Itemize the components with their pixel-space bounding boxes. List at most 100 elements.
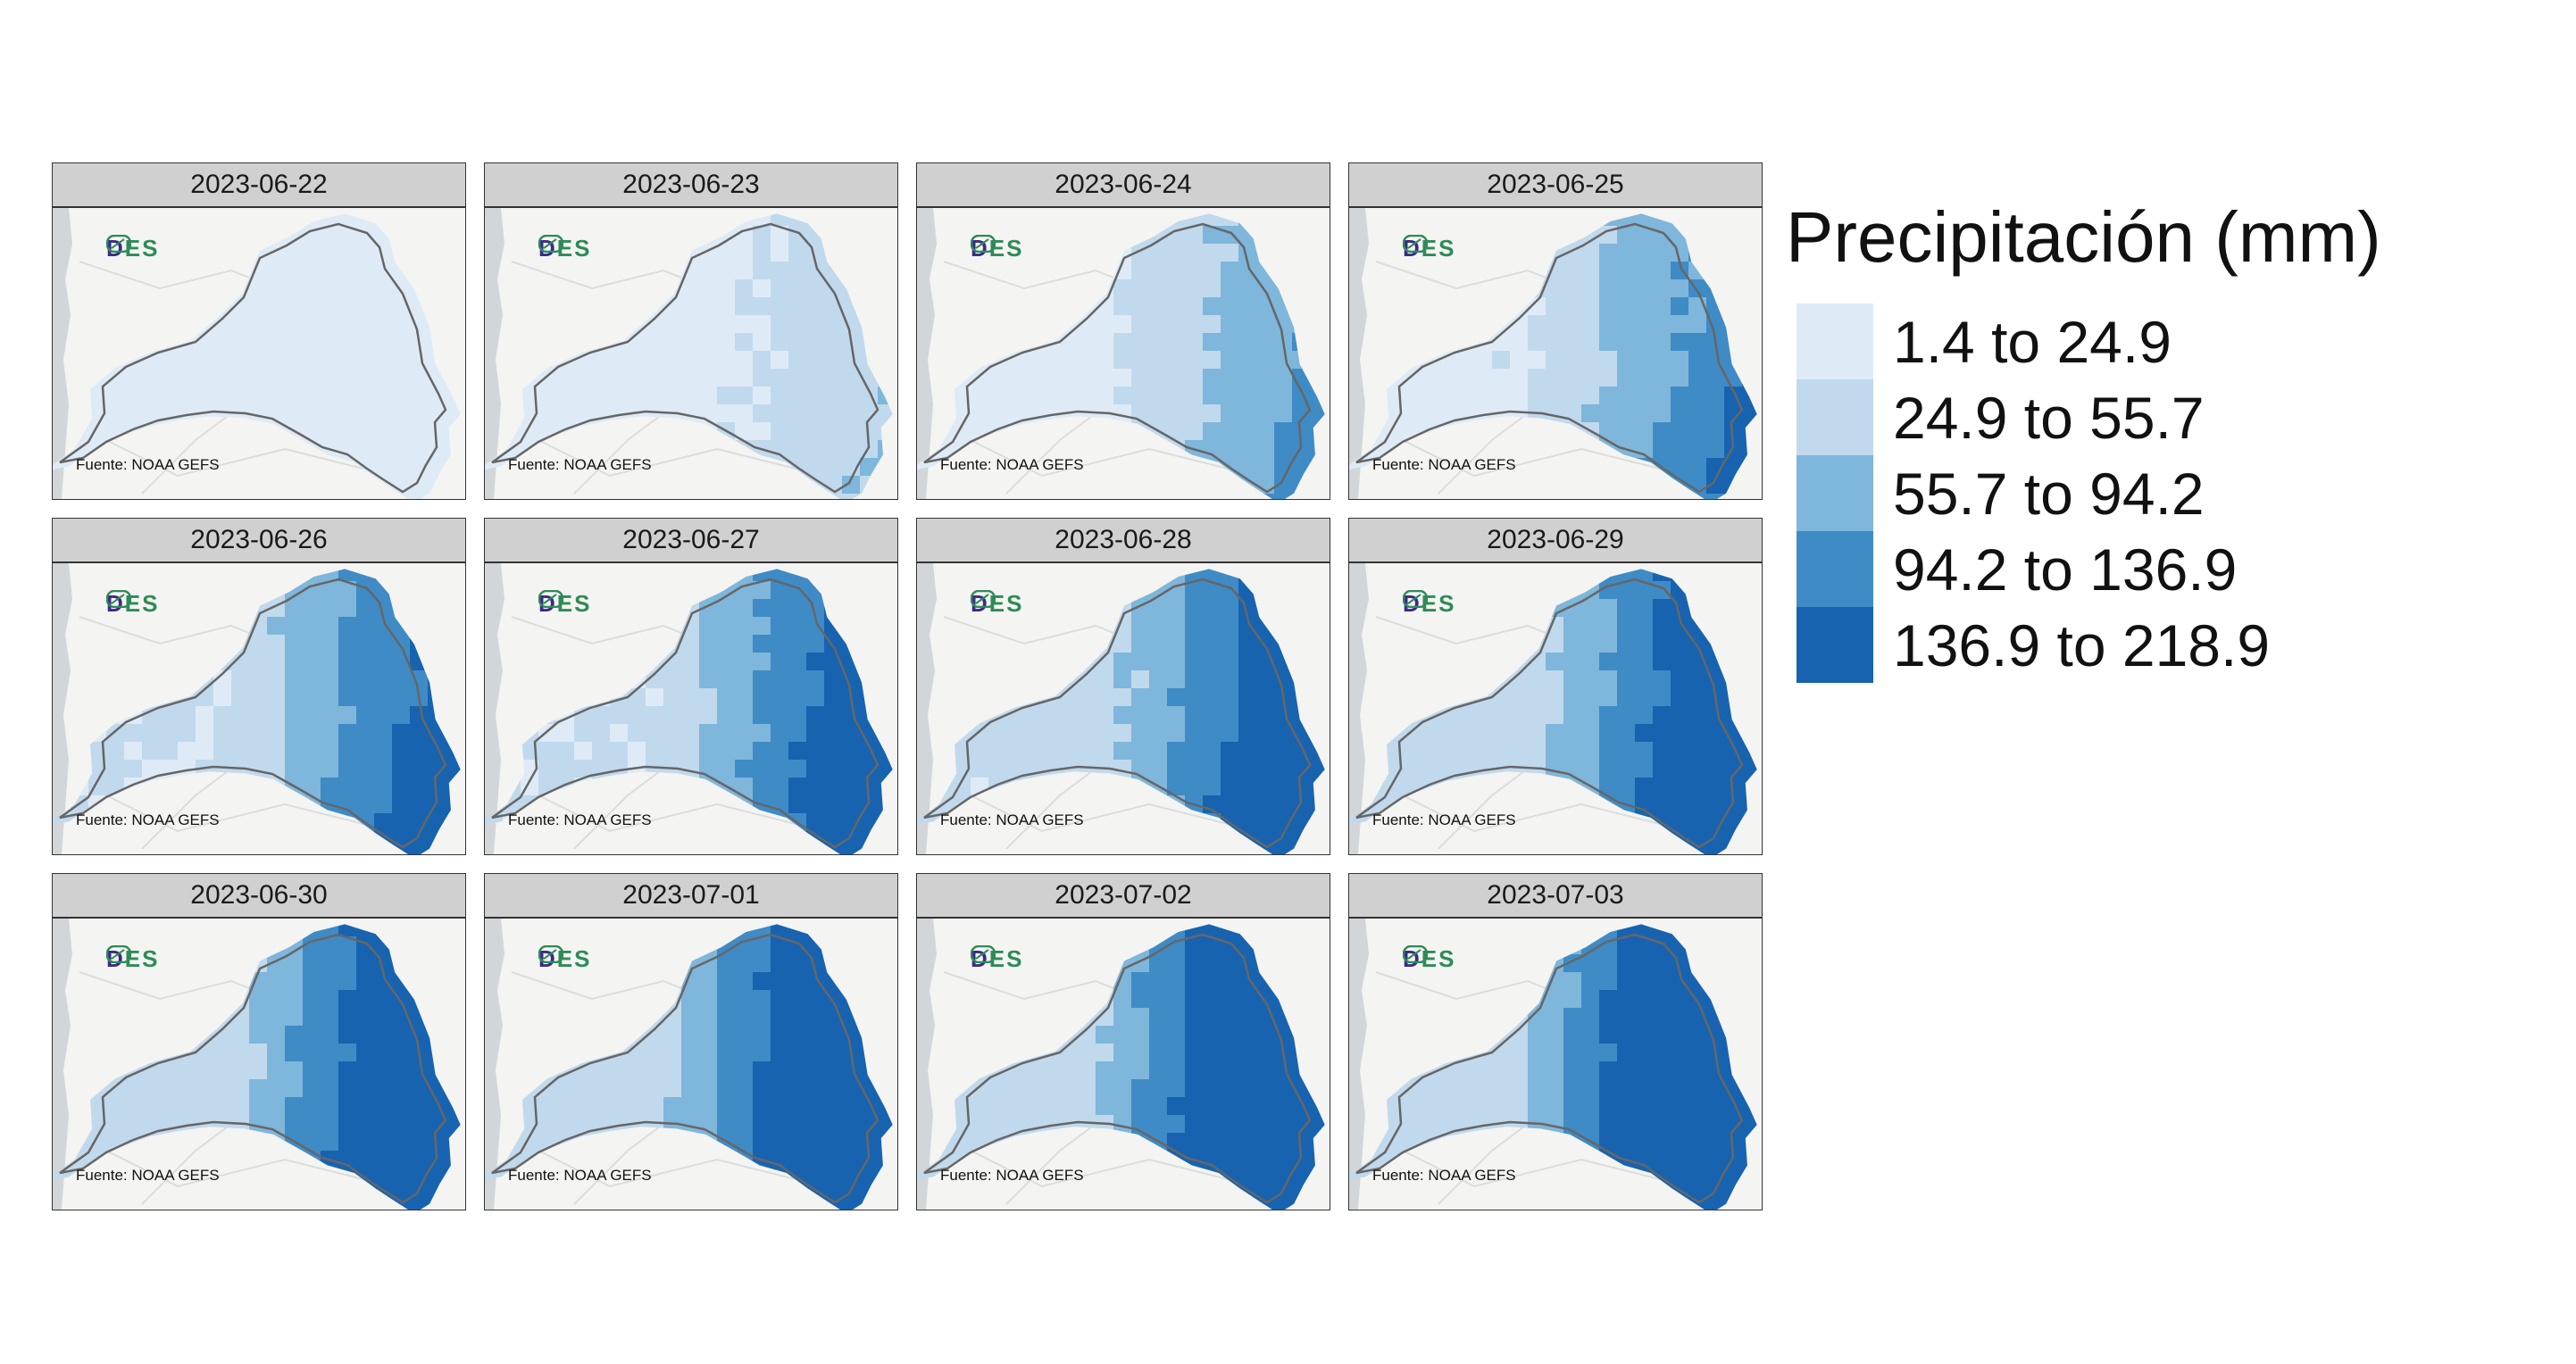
precip-cell [1581,599,1599,617]
precip-cell [806,422,824,440]
precip-cell [1042,724,1060,742]
precip-cell [142,494,160,499]
precip-cell [410,1097,428,1115]
precip-cell [1438,387,1456,404]
precip-cell [574,1026,592,1044]
precip-cell [521,1008,538,1026]
precip-cell [1185,244,1203,262]
precip-cell [267,1061,285,1079]
precip-cell [463,1097,465,1115]
precip-cell [1581,954,1599,972]
precip-cell [1292,262,1310,279]
precip-cell [663,1061,681,1079]
precip-cell [521,387,538,404]
precip-cell [824,617,842,635]
precip-cell [646,1204,663,1210]
precip-cell [1599,1133,1617,1151]
precip-cell [1510,670,1528,688]
precip-cell [1310,262,1325,279]
precip-cell [356,724,374,742]
precip-cell [231,1079,249,1097]
precip-cell [1546,706,1563,724]
precip-cell [663,742,681,760]
precip-cell [953,569,971,581]
precip-cell [356,1133,374,1151]
precip-cell [503,213,521,226]
precip-cell [1706,244,1724,262]
precip-cell [753,213,771,226]
precip-cell [1096,1061,1113,1079]
precip-cell [106,795,124,813]
precip-cell [1221,742,1238,760]
precip-cell [788,569,806,581]
precip-cell [1385,849,1403,854]
precip-cell [428,617,446,635]
precip-cell [106,569,124,581]
precip-cell [1421,795,1438,813]
precip-cell [1653,213,1671,226]
precip-cell [699,1097,717,1115]
precip-cell [106,831,124,849]
precip-cell [1006,333,1024,351]
precip-cell [1131,706,1149,724]
precip-cell [213,1151,231,1169]
precip-cell [160,1097,178,1115]
precip-cell [953,297,971,315]
precip-cell [249,476,267,494]
precip-cell [1724,831,1742,849]
precip-cell [771,297,788,315]
precip-cell [1185,936,1203,954]
precip-cell [231,476,249,494]
precip-cell [1581,742,1599,760]
precip-cell [213,1204,231,1210]
precip-cell [1078,279,1096,297]
precip-cell [1131,936,1149,954]
precip-cell [124,670,142,688]
precip-cell [1688,315,1706,333]
precip-cell [321,742,338,760]
precip-cell [610,569,628,581]
precip-cell [1474,213,1492,226]
precip-cell [1096,706,1113,724]
precip-cell [1292,849,1310,854]
precip-cell [1688,670,1706,688]
precip-cell [285,924,303,936]
precip-cell [1149,1097,1167,1115]
precip-cell [1310,972,1325,990]
precip-cell [1742,760,1757,778]
precip-cell [1671,670,1688,688]
precip-cell [717,333,735,351]
precip-cell [446,688,461,706]
precip-cell [1256,1133,1274,1151]
precip-cell [1653,351,1671,369]
precip-cell [1042,569,1060,581]
precip-cell [231,213,249,226]
precip-cell [1131,653,1149,670]
precip-cell [356,333,374,351]
precip-cell [1042,369,1060,387]
precip-cell [88,1026,106,1044]
precip-cell [446,494,461,499]
precip-cell [824,351,842,369]
precip-cell [953,1008,971,1026]
precip-cell [1688,404,1706,422]
precip-cell [717,387,735,404]
precip-cell [88,724,106,742]
precip-cell [231,724,249,742]
precip-cell [842,760,860,778]
precip-cell [1078,369,1096,387]
precip-cell [410,297,428,315]
precip-cell [1403,315,1421,333]
precip-cell [231,226,249,244]
precip-cell [521,333,538,351]
precip-cell [896,387,897,404]
precip-cell [1167,213,1185,226]
precip-cell [1510,1151,1528,1169]
precip-cell [1113,742,1131,760]
precip-cell [1528,831,1546,849]
precip-cell [1292,279,1310,297]
precip-cell [1221,297,1238,315]
precip-cell [1492,936,1510,954]
precip-cell [71,635,88,653]
precip-cell [717,297,735,315]
